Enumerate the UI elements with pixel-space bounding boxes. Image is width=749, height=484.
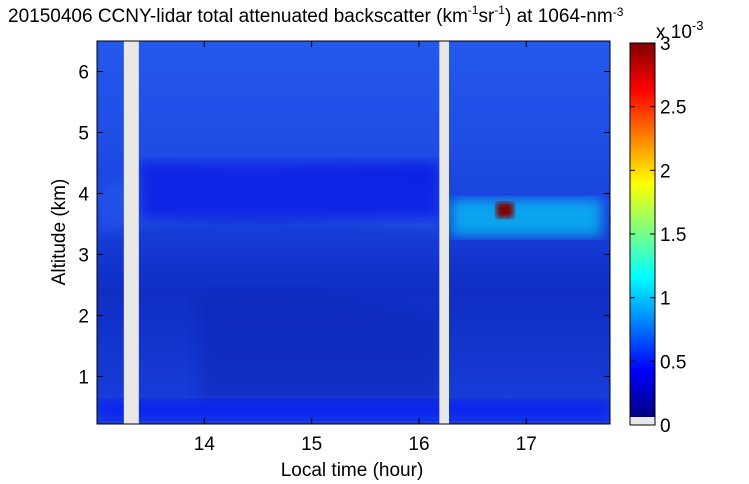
colorbar-gradient xyxy=(630,43,655,417)
colorbar-tick-label: 0 xyxy=(660,416,671,437)
heatmap-feature-1 xyxy=(97,400,610,420)
y-tick-label: 5 xyxy=(78,123,89,144)
plot-axes: 14 15 16 17 1 2 3 4 5 6 xyxy=(78,40,611,455)
colorbar-tick-label: 2 xyxy=(660,161,671,182)
colorbar-tick-label: 0.5 xyxy=(660,352,686,373)
heatmap-feature-4 xyxy=(496,202,514,218)
colorbar-exponent: x 10-3 xyxy=(656,18,703,43)
data-gap-2 xyxy=(439,41,450,424)
y-tick-label: 3 xyxy=(78,245,89,266)
y-axis-label: Altitude (km) xyxy=(49,179,70,286)
x-tick-label: 16 xyxy=(408,434,429,455)
plot-frame xyxy=(96,40,611,425)
y-tick-label: 1 xyxy=(78,367,89,388)
x-axis-label: Local time (hour) xyxy=(281,460,424,481)
chart-title: 20150406 CCNY-lidar total attenuated bac… xyxy=(8,3,624,27)
y-tick-label: 2 xyxy=(78,306,89,327)
y-tick-label: 4 xyxy=(78,184,89,205)
colorbar-tick-label: 3 xyxy=(660,34,671,55)
heatmap-feature-3 xyxy=(451,199,602,237)
colorbar-tick-label: 1 xyxy=(660,289,671,310)
backscatter-heatmap xyxy=(97,41,610,424)
x-tick-label: 14 xyxy=(194,434,216,455)
y-tick-label: 6 xyxy=(78,62,89,83)
heatmap-feature-2 xyxy=(139,162,440,218)
colorbar-tick-label: 2.5 xyxy=(660,98,686,119)
colorbar-tick-label: 1.5 xyxy=(660,225,686,246)
x-tick-label: 15 xyxy=(301,434,322,455)
data-gap-1 xyxy=(123,41,139,424)
x-tick-label: 17 xyxy=(516,434,537,455)
colorbar-missing-swatch xyxy=(630,417,655,425)
colorbar: x 10-3 0 0.5 1 1.5 2 2.5 3 xyxy=(629,18,703,437)
